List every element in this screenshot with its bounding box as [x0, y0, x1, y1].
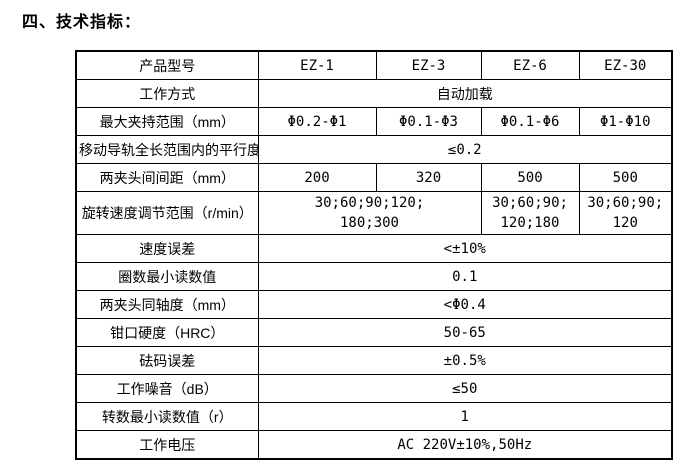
row-label-cell: 速度误差 [75, 234, 259, 263]
spec-row-rotation-speed: 旋转速度调节范围（r/min） 30;60;90;120; 180;300 30… [75, 191, 673, 235]
spec-row-speed-error: 速度误差 <±10% [75, 234, 673, 263]
spec-row-clamp-distance: 两夹头间间距（mm） 200 320 500 500 [75, 163, 673, 192]
spec-row-weight-error: 砝码误差 ±0.5% [75, 346, 673, 375]
row-label-cell: 圈数最小读数值 [75, 262, 259, 291]
spec-row-rev-min-reading: 转数最小读数值（r） 1 [75, 402, 673, 431]
row-value-cell: <±10% [257, 234, 673, 263]
spec-row-coaxiality: 两夹头同轴度（mm） <Φ0.4 [75, 290, 673, 319]
row-value-cell: 320 [375, 163, 482, 192]
table-header-row: 产品型号 EZ-1 EZ-3 EZ-6 EZ-30 [75, 50, 673, 80]
row-label-cell: 转数最小读数值（r） [75, 402, 259, 431]
spec-row-parallelism: 移动导轨全长范围内的平行度（mm） ≤0.2 [75, 135, 673, 164]
row-value-cell: Φ0.1-Φ6 [480, 107, 580, 136]
row-label-cell: 钳口硬度（HRC） [75, 318, 259, 347]
speed-line: 120 [612, 215, 638, 231]
row-value-cell: ≤0.2 [257, 135, 673, 164]
spec-row-work-mode: 工作方式 自动加载 [75, 79, 673, 108]
row-label-cell: 砝码误差 [75, 346, 259, 375]
row-value-cell: ±0.5% [257, 346, 673, 375]
row-value-cell: 50-65 [257, 318, 673, 347]
row-label-cell: 旋转速度调节范围（r/min） [75, 191, 259, 235]
row-label-cell: 两夹头同轴度（mm） [75, 290, 259, 319]
page-title: 四、技术指标： [22, 14, 142, 31]
row-label-cell: 工作方式 [75, 79, 259, 108]
speed-line: 30;60;90; [492, 195, 568, 211]
row-value-cell: 自动加载 [257, 79, 673, 108]
speed-line: 30;60;90; [587, 195, 664, 211]
row-value-cell: 30;60;90; 120 [578, 191, 673, 235]
row-value-cell: Φ1-Φ10 [578, 107, 673, 136]
row-value-cell: Φ0.1-Φ3 [375, 107, 482, 136]
row-value-cell: 1 [257, 402, 673, 431]
spec-row-clamp-range: 最大夹持范围（mm） Φ0.2-Φ1 Φ0.1-Φ3 Φ0.1-Φ6 Φ1-Φ1… [75, 107, 673, 136]
row-value-cell: <Φ0.4 [257, 290, 673, 319]
row-value-cell: 500 [480, 163, 580, 192]
row-value-cell: AC 220V±10%,50Hz [257, 430, 673, 460]
row-value-cell: 0.1 [257, 262, 673, 291]
row-label-cell: 两夹头间间距（mm） [75, 163, 259, 192]
model-cell: EZ-30 [578, 50, 673, 80]
speed-line: 180;300 [339, 215, 399, 231]
row-value-cell: ≤50 [257, 374, 673, 403]
spec-table: 产品型号 EZ-1 EZ-3 EZ-6 EZ-30 工作方式 自动加载 最大夹持… [75, 50, 673, 460]
spec-row-circle-min-reading: 圈数最小读数值 0.1 [75, 262, 673, 291]
spec-row-voltage: 工作电压 AC 220V±10%,50Hz [75, 430, 673, 460]
row-label-cell: 工作电压 [75, 430, 259, 460]
row-value-cell: 200 [257, 163, 377, 192]
header-label-cell: 产品型号 [75, 50, 259, 80]
row-label-cell: 工作噪音（dB） [75, 374, 259, 403]
model-cell: EZ-1 [257, 50, 377, 80]
row-value-cell: 30;60;90; 120;180 [480, 191, 580, 235]
model-cell: EZ-3 [375, 50, 482, 80]
row-value-cell: 500 [578, 163, 673, 192]
model-cell: EZ-6 [480, 50, 580, 80]
speed-line: 120;180 [500, 215, 560, 231]
row-value-cell: 30;60;90;120; 180;300 [257, 191, 482, 235]
speed-line: 30;60;90;120; [314, 195, 425, 211]
row-value-cell: Φ0.2-Φ1 [257, 107, 377, 136]
row-label-cell: 最大夹持范围（mm） [75, 107, 259, 136]
spec-row-noise: 工作噪音（dB） ≤50 [75, 374, 673, 403]
spec-row-jaw-hardness: 钳口硬度（HRC） 50-65 [75, 318, 673, 347]
row-label-cell: 移动导轨全长范围内的平行度（mm） [75, 135, 259, 164]
